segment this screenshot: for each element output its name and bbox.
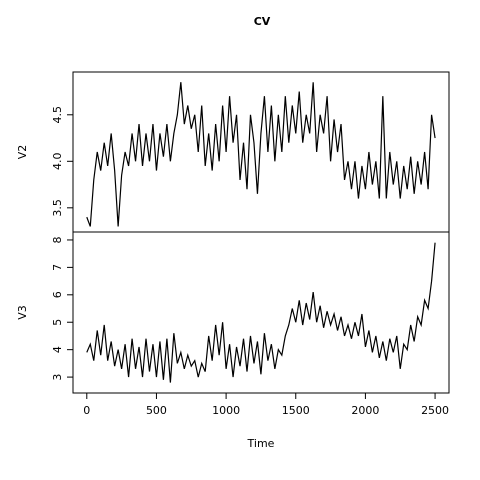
series-line bbox=[86, 242, 436, 383]
x-tick-label: 2500 bbox=[421, 404, 449, 417]
y-tick-label: 8 bbox=[51, 236, 64, 243]
y-tick-label: 4.0 bbox=[51, 153, 64, 171]
x-tick-label: 0 bbox=[83, 404, 90, 417]
y-axis-label: V3 bbox=[16, 305, 29, 320]
y-tick-label: 3 bbox=[51, 374, 64, 381]
series-line bbox=[86, 82, 436, 227]
y-tick-label: 4 bbox=[51, 346, 64, 353]
x-axis-label: Time bbox=[247, 437, 275, 450]
y-tick-label: 6 bbox=[51, 291, 64, 298]
x-tick-label: 500 bbox=[146, 404, 167, 417]
y-tick-label: 7 bbox=[51, 264, 64, 271]
x-tick-label: 2000 bbox=[351, 404, 379, 417]
x-tick-label: 1500 bbox=[282, 404, 310, 417]
chart-title: CV bbox=[254, 15, 271, 28]
y-tick-label: 5 bbox=[51, 319, 64, 326]
x-tick-label: 1000 bbox=[212, 404, 240, 417]
y-tick-label: 3.5 bbox=[51, 199, 64, 217]
plot-frame bbox=[72, 231, 450, 394]
plot-frame bbox=[72, 71, 450, 233]
y-tick-label: 4.5 bbox=[51, 106, 64, 124]
y-axis-label: V2 bbox=[16, 145, 29, 160]
